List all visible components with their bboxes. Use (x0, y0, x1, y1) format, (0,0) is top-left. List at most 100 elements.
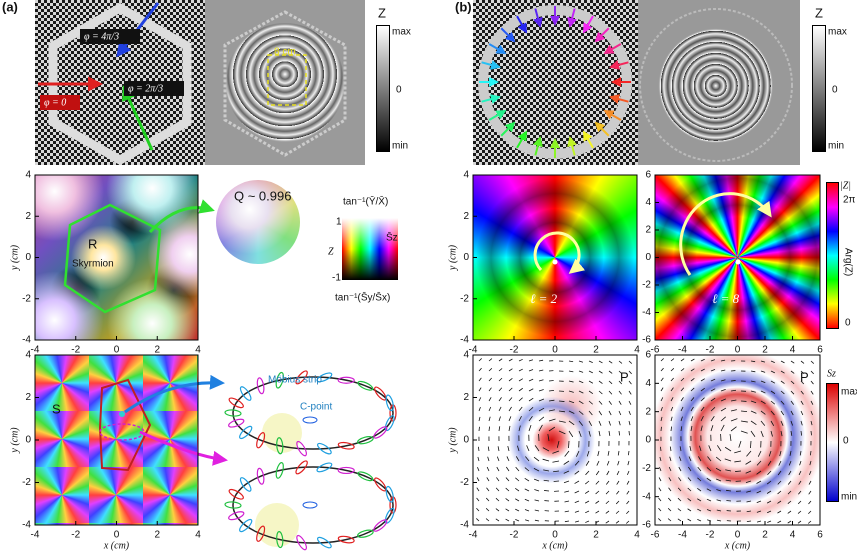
spin-arrow (707, 456, 712, 462)
spin-arrow (767, 470, 772, 476)
spin-arrow (746, 500, 752, 503)
spin-arrow (660, 367, 664, 372)
y-tick-label: -2 (642, 463, 651, 474)
spin-arrow (678, 466, 682, 472)
spin-arrow (697, 508, 702, 512)
spin-arrow (496, 456, 500, 462)
spin-arrow (597, 450, 600, 457)
x-tick-label: -2 (510, 530, 519, 541)
spin-arrow (766, 490, 772, 494)
spin-arrow (598, 420, 602, 426)
spin-arrow (508, 358, 513, 362)
spin-arrow (488, 387, 492, 392)
polarization-ellipse (316, 462, 333, 473)
spin-arrow (544, 490, 550, 492)
y-axis-label: y (cm) (447, 427, 458, 454)
spin-arrow (800, 400, 804, 405)
spin-arrow (528, 378, 534, 382)
spin-arrow (568, 430, 574, 438)
mobius-label: Möbius strip (268, 375, 322, 386)
spin-arrow (800, 410, 804, 416)
spin-arrow (798, 490, 802, 495)
spin-arrow (585, 510, 590, 514)
y-tick-label: 6 (645, 170, 651, 181)
spin-arrow (734, 450, 742, 454)
x-tick-label: -2 (510, 345, 519, 356)
spin-arrow (568, 390, 574, 393)
spin-arrow (689, 445, 692, 452)
arrow (567, 8, 577, 28)
y-tick-label: 0 (645, 252, 651, 263)
spin-arrow (595, 470, 600, 476)
spin-arrow (670, 377, 674, 382)
spin-arrow (679, 456, 682, 462)
spin-arrow (574, 470, 580, 475)
polarization-ellipse (228, 511, 245, 521)
spin-arrow (558, 410, 566, 413)
spin-arrow (680, 368, 685, 372)
spin-arrow (617, 460, 620, 466)
spin-arrow (700, 425, 703, 432)
colorbar-title: Z (378, 5, 386, 20)
spin-arrow (526, 445, 530, 452)
spin-arrow (618, 430, 621, 436)
arrow (567, 136, 577, 156)
spin-arrow (788, 460, 792, 466)
polarization-ellipse (317, 536, 332, 549)
spin-arrow (608, 380, 613, 385)
spin-map-right (655, 355, 820, 525)
spin-arrow (780, 360, 785, 364)
spin-arrow (538, 416, 545, 422)
c-point (302, 416, 318, 424)
y-tick-label: 6 (645, 350, 651, 361)
spin-arrow (700, 406, 705, 412)
spin-arrow (574, 510, 580, 513)
spin-arrow (616, 490, 620, 495)
y-tick-label: -6 (642, 520, 651, 531)
arrow (609, 60, 629, 70)
phase-colorbar (826, 182, 839, 329)
spin-arrow (528, 369, 534, 372)
spin-arrow (680, 406, 684, 412)
arrow (582, 130, 594, 149)
spin-arrow (740, 410, 748, 413)
spin-arrow (518, 416, 522, 422)
spin-arrow (553, 470, 560, 473)
spin-arrow (710, 397, 716, 402)
arrow (139, 430, 228, 466)
loop (232, 466, 394, 544)
spin-arrow (586, 450, 590, 457)
y-tick-label: 0 (25, 252, 31, 263)
spin-arrow (625, 520, 630, 524)
spin-arrow (690, 378, 695, 382)
spin-arrow (777, 510, 782, 514)
spin-arrow (770, 430, 773, 437)
x-tick-label: -6 (651, 530, 660, 541)
polarization-ellipse (275, 371, 284, 389)
spin-arrow (533, 468, 540, 472)
colorbar-zero: 0 (396, 85, 402, 96)
spin-arrow (668, 487, 672, 492)
spin-arrow (750, 400, 757, 404)
colorbar-min: min (828, 141, 844, 152)
spin-arrow (564, 490, 570, 493)
y-tick-label: 0 (463, 252, 469, 263)
plot-frame (654, 174, 821, 341)
arrow (582, 15, 594, 34)
spin-arrow (608, 360, 613, 364)
phase-bar-top: 2π (843, 195, 856, 206)
spin-arrow (698, 456, 702, 462)
spin-arrow (538, 398, 545, 402)
spin-arrow (746, 520, 752, 523)
x-tick-label: -2 (706, 530, 715, 541)
spin-arrow (790, 390, 795, 395)
spin-arrow (524, 488, 530, 492)
y-axis-label: y (cm) (9, 427, 20, 454)
spin-arrow (595, 500, 600, 504)
spin-arrow (700, 358, 705, 362)
y-tick-label: -4 (642, 491, 651, 502)
key-top: tan⁻¹(Ȳ/X̄) (343, 195, 388, 208)
vortex-map-l2 (473, 175, 637, 340)
spin-arrow (498, 368, 503, 372)
y-tick-label: 4 (645, 378, 651, 389)
